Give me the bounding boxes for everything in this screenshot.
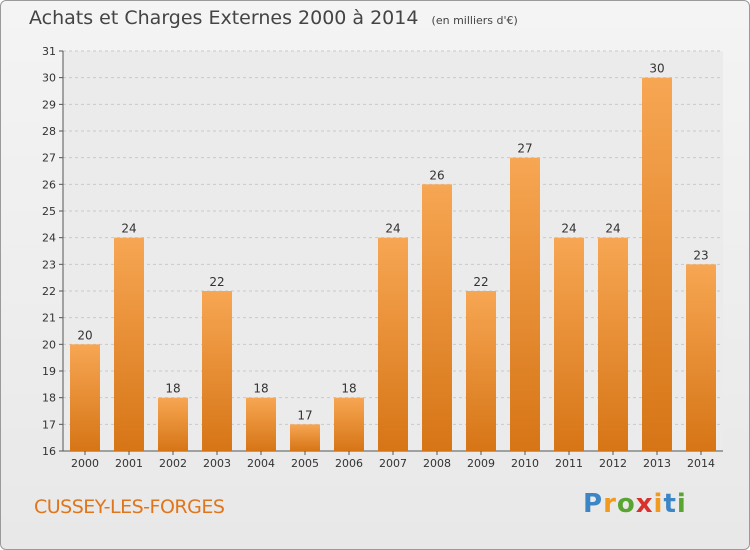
logo-letter: x — [635, 489, 654, 519]
data-label: 17 — [297, 408, 312, 422]
y-tick-label: 27 — [42, 152, 56, 165]
x-tick-label: 2001 — [115, 457, 143, 470]
x-tick-label: 2014 — [687, 457, 715, 470]
data-label: 18 — [253, 382, 268, 396]
x-tick-label: 2008 — [423, 457, 451, 470]
x-tick-label: 2013 — [643, 457, 671, 470]
data-label: 24 — [121, 222, 136, 236]
data-label: 20 — [77, 328, 92, 342]
bar-2002 — [158, 397, 188, 451]
x-tick-label: 2006 — [335, 457, 363, 470]
data-label: 24 — [385, 222, 400, 236]
data-label: 22 — [209, 275, 224, 289]
data-label: 30 — [649, 62, 664, 76]
logo-letter: i — [676, 489, 687, 519]
y-tick-label: 26 — [42, 178, 56, 191]
x-tick-label: 2011 — [555, 457, 583, 470]
bar-2013 — [642, 77, 672, 452]
bar-2012 — [598, 237, 628, 451]
x-tick-label: 2005 — [291, 457, 319, 470]
x-tick-label: 2003 — [203, 457, 231, 470]
bar-2008 — [422, 184, 452, 452]
x-tick-label: 2007 — [379, 457, 407, 470]
data-label: 18 — [341, 382, 356, 396]
x-tick-label: 2012 — [599, 457, 627, 470]
y-tick-label: 16 — [42, 445, 56, 458]
logo-letter: P — [583, 489, 604, 519]
data-label: 24 — [605, 222, 620, 236]
logo-letter: i — [653, 489, 664, 519]
x-tick-label: 2000 — [71, 457, 99, 470]
y-tick-label: 22 — [42, 285, 56, 298]
logo-letter: r — [603, 489, 617, 519]
bar-2005 — [290, 424, 320, 451]
subtitle-text: (en milliers d'€) — [431, 14, 518, 27]
x-tick-label: 2002 — [159, 457, 187, 470]
bar-2007 — [378, 237, 408, 451]
x-tick-label: 2010 — [511, 457, 539, 470]
y-tick-label: 29 — [42, 98, 56, 111]
bar-2010 — [510, 157, 540, 451]
proxiti-logo: Proxiti — [583, 489, 687, 519]
bar-2009 — [466, 291, 496, 451]
bar-2003 — [202, 291, 232, 451]
y-tick-label: 17 — [42, 418, 56, 431]
y-tick-label: 28 — [42, 125, 56, 138]
data-label: 24 — [561, 222, 576, 236]
data-label: 27 — [517, 142, 532, 156]
title-text: Achats et Charges Externes 2000 à 2014 — [29, 7, 419, 29]
y-tick-label: 24 — [42, 232, 56, 245]
logo-letter: t — [663, 489, 677, 519]
y-tick-label: 21 — [42, 312, 56, 325]
y-tick-label: 19 — [42, 365, 56, 378]
y-tick-label: 31 — [42, 45, 56, 58]
bar-2006 — [334, 397, 364, 451]
data-label: 18 — [165, 382, 180, 396]
bar-2000 — [70, 344, 100, 451]
x-tick-label: 2004 — [247, 457, 275, 470]
bar-2011 — [554, 237, 584, 451]
logo-letter: o — [616, 489, 636, 519]
chart-title: Achats et Charges Externes 2000 à 2014 (… — [29, 7, 518, 29]
bar-2001 — [114, 237, 144, 451]
y-tick-label: 18 — [42, 392, 56, 405]
x-tick-label: 2009 — [467, 457, 495, 470]
data-label: 23 — [693, 248, 708, 262]
data-label: 26 — [429, 168, 444, 182]
y-tick-label: 20 — [42, 338, 56, 351]
y-tick-label: 25 — [42, 205, 56, 218]
y-tick-label: 23 — [42, 258, 56, 271]
data-label: 22 — [473, 275, 488, 289]
bar-2004 — [246, 397, 276, 451]
bar-2014 — [686, 264, 716, 451]
town-name: CUSSEY-LES-FORGES — [34, 496, 225, 518]
y-tick-label: 30 — [42, 72, 56, 85]
